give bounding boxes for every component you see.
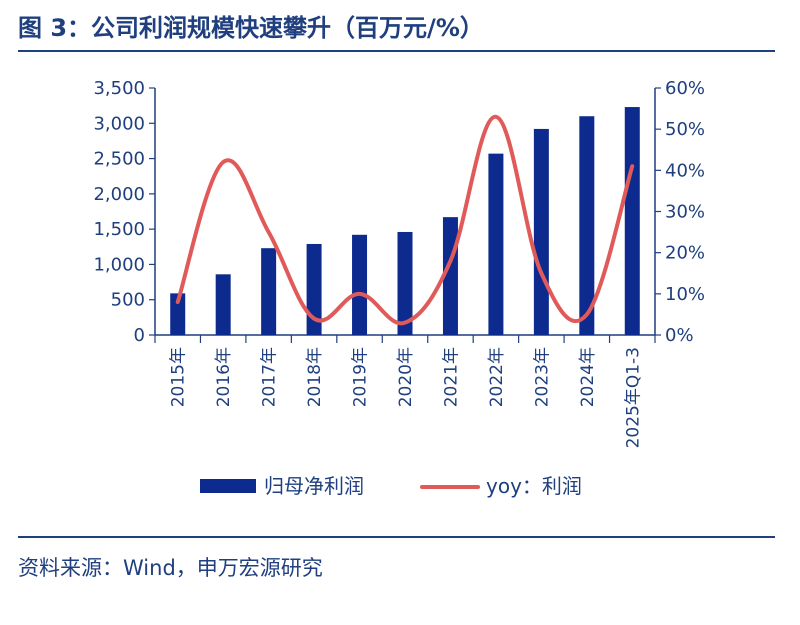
legend: 归母净利润 yoy：利润 xyxy=(200,474,582,498)
y-right-tick-label: 50% xyxy=(665,119,705,140)
yoy-line xyxy=(175,114,635,326)
bar xyxy=(215,274,231,335)
x-tick-label: 2022年 xyxy=(487,347,507,407)
y-right-tick-label: 20% xyxy=(665,243,705,264)
y-right-tick-label: 0% xyxy=(665,325,694,346)
x-tick-label: 2015年 xyxy=(169,347,189,407)
bar xyxy=(397,231,413,335)
source-note: 资料来源：Wind，申万宏源研究 xyxy=(18,556,323,580)
x-tick-label: 2025年Q1-3 xyxy=(623,347,643,448)
y-left-tick-label: 2,000 xyxy=(93,184,145,205)
bar xyxy=(261,248,277,335)
x-tick-label: 2016年 xyxy=(214,347,234,407)
y-left-tick-label: 2,500 xyxy=(93,149,145,170)
figure-title: 图 3：公司利润规模快速攀升（百万元/%） xyxy=(18,14,484,42)
x-tick-label: 2018年 xyxy=(305,347,325,407)
y-left-tick-label: 1,000 xyxy=(93,254,145,275)
line-series xyxy=(175,114,635,326)
y-left-tick-label: 3,500 xyxy=(93,78,145,99)
x-tick-label: 2023年 xyxy=(532,347,552,407)
bar-series xyxy=(170,107,640,335)
source-divider xyxy=(18,536,775,538)
x-tick-label: 2020年 xyxy=(396,347,416,407)
y-left-tick-label: 500 xyxy=(111,290,145,311)
bar xyxy=(170,293,186,335)
y-left-tick-label: 1,500 xyxy=(93,219,145,240)
combo-chart: 0 500 1,000 1,500 2,000 2,500 3,000 3,500 0% 10% 2… xyxy=(93,78,705,498)
y-left-tick-label: 0 xyxy=(134,325,145,346)
x-tick-label: 2021年 xyxy=(441,347,461,407)
legend-bar-swatch xyxy=(200,479,256,493)
y-left-tick-label: 3,000 xyxy=(93,113,145,134)
y-right-tick-label: 30% xyxy=(665,202,705,223)
bar xyxy=(533,128,549,335)
legend-line-label: yoy：利润 xyxy=(486,474,582,498)
bar xyxy=(579,116,595,335)
bar xyxy=(488,153,504,335)
x-tick-label: 2019年 xyxy=(351,347,371,407)
bar xyxy=(306,243,322,335)
title-divider xyxy=(18,50,775,52)
x-tick-labels: 2015年 2016年 2017年 2018年 2019年 2020年 2021年 2022年… xyxy=(169,347,644,448)
y-right-tick-label: 10% xyxy=(665,284,705,305)
y-right-tick-label: 40% xyxy=(665,160,705,181)
legend-bar-label: 归母净利润 xyxy=(264,474,364,498)
y-right-tick-label: 60% xyxy=(665,78,705,99)
x-tick-label: 2017年 xyxy=(260,347,280,407)
x-tick-label: 2024年 xyxy=(578,347,598,407)
bar xyxy=(352,234,368,335)
axes: 0 500 1,000 1,500 2,000 2,500 3,000 3,500 0% 10% 2… xyxy=(93,78,705,346)
bar xyxy=(624,107,640,335)
